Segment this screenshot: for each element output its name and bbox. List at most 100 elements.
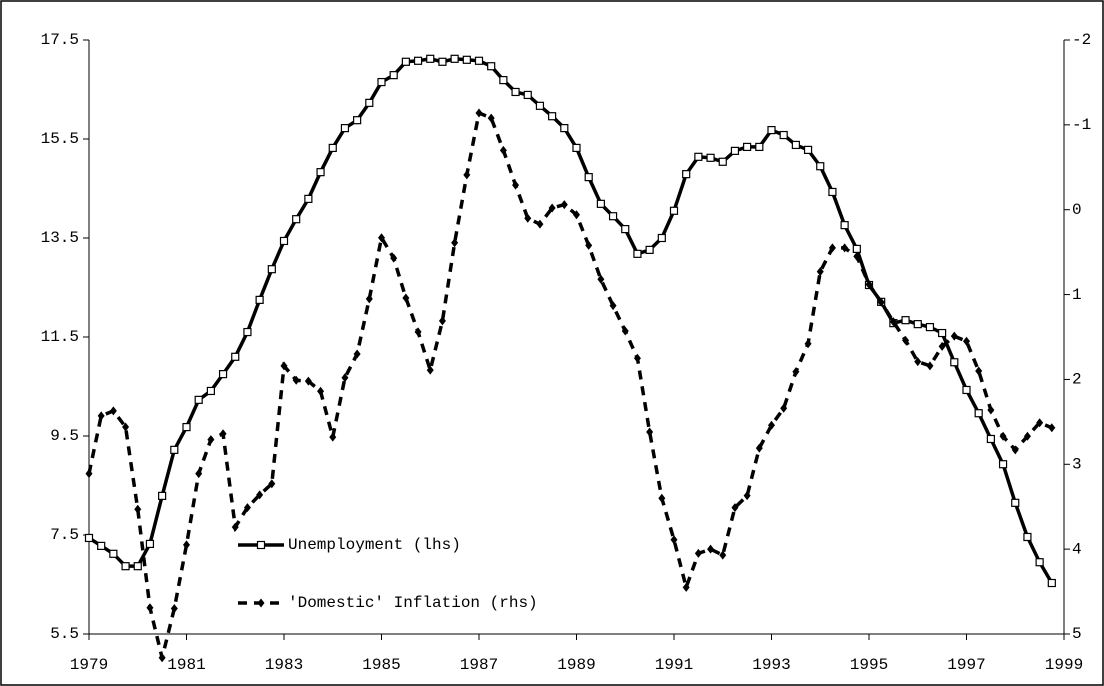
data-point: [657, 233, 666, 243]
data-point: [755, 142, 764, 152]
data-point: [707, 544, 715, 554]
data-point: [669, 206, 679, 215]
data-point: [719, 550, 727, 560]
data-point: [231, 522, 239, 532]
data-point: [803, 145, 813, 154]
data-point: [475, 108, 483, 118]
data-point: [402, 293, 410, 303]
data-point: [706, 153, 715, 162]
data-point: [182, 422, 191, 432]
data-point: [390, 253, 398, 263]
data-point: [194, 395, 203, 404]
data-point: [645, 245, 654, 254]
data-point: [158, 653, 166, 663]
data-point: [85, 469, 93, 479]
data-point: [633, 353, 641, 363]
y-tick-label: 5.5: [50, 625, 79, 643]
data-point: [1023, 532, 1032, 542]
data-point: [791, 140, 800, 150]
data-point: [536, 219, 544, 229]
legend-marker: [257, 598, 265, 608]
x-tick-label: 1995: [850, 656, 888, 674]
data-point: [609, 301, 617, 311]
data-point: [255, 295, 264, 304]
data-point: [975, 366, 983, 376]
data-point: [938, 341, 946, 351]
x-tick-label: 1993: [752, 656, 790, 674]
data-point: [925, 323, 935, 332]
data-point: [377, 77, 386, 87]
data-point: [963, 336, 970, 346]
data-point: [97, 411, 105, 421]
data-point: [84, 533, 94, 543]
data-point: [451, 238, 459, 248]
y2-tick-label: 3: [1072, 456, 1082, 474]
data-point: [218, 370, 228, 379]
data-point: [279, 236, 289, 246]
data-point: [865, 279, 873, 289]
data-point: [170, 604, 178, 614]
data-point: [256, 490, 264, 500]
data-point: [902, 335, 910, 345]
data-point: [195, 469, 203, 479]
data-point: [816, 267, 824, 277]
data-point: [158, 491, 167, 500]
data-point: [682, 582, 690, 592]
data-point: [608, 212, 618, 221]
data-point: [487, 113, 495, 123]
data-point: [1011, 498, 1020, 507]
data-point: [231, 352, 240, 361]
data-point: [938, 328, 947, 338]
data-point: [682, 170, 691, 179]
data-point: [170, 445, 179, 454]
data-point: [962, 385, 971, 395]
data-point: [840, 221, 849, 230]
data-point: [743, 142, 752, 152]
data-point: [304, 376, 312, 386]
data-point: [572, 143, 581, 153]
data-point: [596, 199, 605, 208]
data-point: [317, 386, 325, 396]
data-point: [512, 180, 520, 190]
data-point: [316, 168, 325, 177]
data-point: [913, 320, 922, 329]
data-point: [889, 317, 897, 327]
data-point: [597, 274, 605, 284]
y-tick-label: 13.5: [41, 229, 79, 247]
data-point: [206, 386, 215, 396]
data-point: [1023, 431, 1031, 441]
x-tick-label: 1991: [655, 656, 693, 674]
data-point: [548, 203, 556, 213]
data-point: [401, 57, 410, 66]
data-point: [658, 493, 666, 503]
x-tick-label: 1985: [362, 656, 400, 674]
data-point: [743, 491, 751, 501]
data-point: [267, 265, 276, 274]
y2-tick-label: -1: [1072, 116, 1091, 134]
data-point: [487, 62, 496, 71]
data-point: [718, 157, 727, 166]
data-point: [524, 213, 532, 223]
data-point: [986, 434, 995, 444]
data-point: [121, 562, 130, 571]
data-point: [767, 125, 776, 135]
data-point: [914, 357, 922, 367]
data-point: [828, 243, 836, 253]
data-point: [779, 130, 788, 140]
y2-tick-label: 5: [1072, 625, 1082, 643]
data-point: [426, 365, 434, 375]
data-point: [145, 539, 155, 549]
data-point: [243, 503, 251, 513]
data-point: [438, 316, 446, 326]
data-point: [243, 327, 252, 337]
data-point: [292, 375, 300, 385]
data-point: [1011, 445, 1019, 455]
data-point: [426, 54, 435, 63]
data-point: [365, 294, 373, 304]
data-point: [585, 240, 593, 250]
data-point: [365, 98, 374, 107]
legend-label: 'Domestic' Inflation (rhs): [288, 594, 538, 612]
data-point: [340, 124, 350, 133]
x-tick-label: 1987: [460, 656, 498, 674]
data-point: [853, 251, 861, 261]
